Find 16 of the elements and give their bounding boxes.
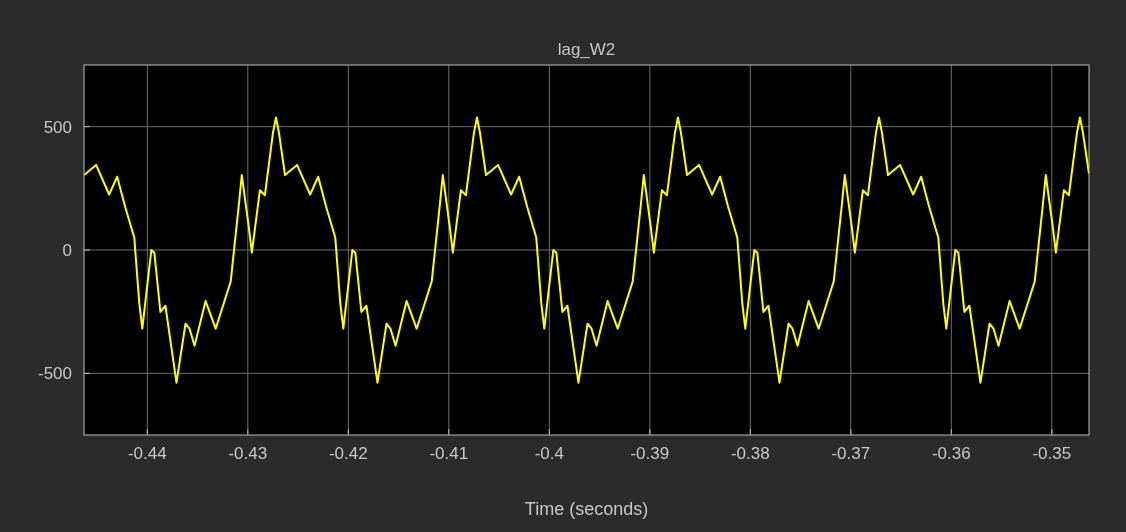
x-tick-label: -0.36 [931, 444, 971, 463]
x-tick-label: -0.44 [127, 444, 167, 463]
y-tick-label: 500 [43, 117, 72, 137]
x-tick-label: -0.35 [1032, 444, 1072, 463]
y-tick-label: 0 [62, 240, 72, 260]
x-tick-label: -0.42 [328, 444, 368, 463]
line-series [84, 116, 1089, 384]
chart-title: lag_W2 [557, 40, 616, 59]
y-tick-label: -500 [37, 364, 72, 384]
x-tick-label: -0.41 [429, 444, 469, 463]
x-axis-title: Time (seconds) [524, 499, 649, 519]
x-tick-label: -0.38 [730, 444, 770, 463]
x-tick-label: -0.43 [228, 444, 268, 463]
x-tick-label: -0.4 [534, 444, 564, 463]
x-tick-label: -0.39 [630, 444, 670, 463]
x-tick-label: -0.37 [831, 444, 871, 463]
